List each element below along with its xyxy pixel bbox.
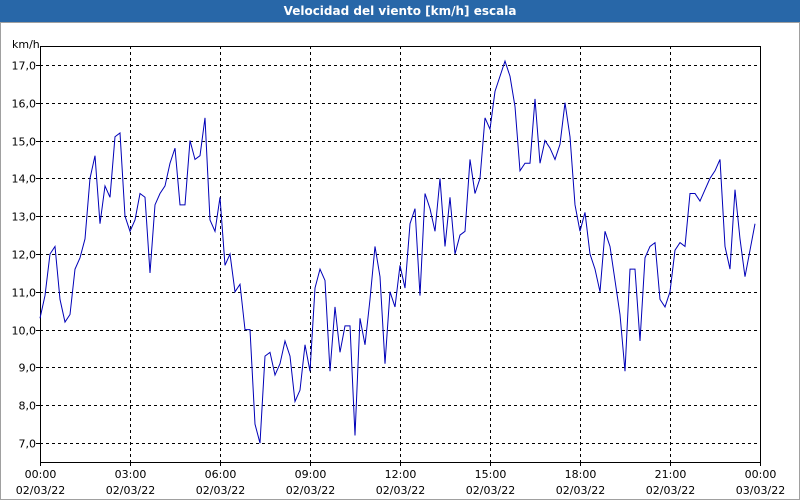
y-tick-label: 11,0 — [12, 287, 37, 300]
x-tick-label: 06:00 — [205, 468, 237, 481]
x-tick-label: 00:00 — [745, 468, 777, 481]
x-tick-date: 02/03/22 — [196, 484, 245, 497]
x-tick-date: 02/03/22 — [16, 484, 65, 497]
chart-title: Velocidad del viento [km/h] escala — [0, 0, 800, 22]
y-unit: km/h — [12, 38, 40, 51]
x-tick-date: 03/03/22 — [736, 484, 785, 497]
x-tick-date: 02/03/22 — [556, 484, 605, 497]
y-tick-label: 15,0 — [12, 136, 37, 149]
y-tick-label: 13,0 — [12, 211, 37, 224]
y-tick-label: 17,0 — [12, 60, 37, 73]
x-tick-label: 18:00 — [565, 468, 597, 481]
y-tick-label: 8,0 — [19, 400, 37, 413]
y-tick-label: 9,0 — [19, 362, 37, 375]
x-tick-label: 21:00 — [655, 468, 687, 481]
x-tick-date: 02/03/22 — [646, 484, 695, 497]
x-tick-label: 15:00 — [475, 468, 507, 481]
y-tick-label: 7,0 — [19, 438, 37, 451]
x-tick-date: 02/03/22 — [106, 484, 155, 497]
y-tick-label: 10,0 — [12, 325, 37, 338]
y-tick-label: 16,0 — [12, 98, 37, 111]
x-tick-date: 02/03/22 — [376, 484, 425, 497]
x-tick-label: 09:00 — [295, 468, 327, 481]
y-tick-label: 14,0 — [12, 173, 37, 186]
x-tick-label: 03:00 — [115, 468, 147, 481]
x-tick-date: 02/03/22 — [466, 484, 515, 497]
x-tick-label: 12:00 — [385, 468, 417, 481]
x-tick-date: 02/03/22 — [286, 484, 335, 497]
y-tick-label: 12,0 — [12, 249, 37, 262]
line — [39, 59, 756, 444]
x-tick-label: 00:00 — [25, 468, 57, 481]
